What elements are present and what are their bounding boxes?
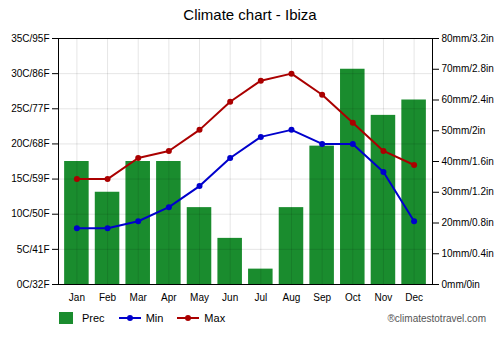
html-text:Min: Min — [145, 312, 164, 324]
svg-text:May: May — [190, 292, 209, 303]
svg-text:10C/50F: 10C/50F — [11, 208, 49, 219]
html-text:Prec: Prec — [82, 312, 105, 324]
svg-text:20C/68F: 20C/68F — [11, 138, 49, 149]
svg-text:5C/41F: 5C/41F — [17, 244, 50, 255]
svg-text:15C/59F: 15C/59F — [11, 173, 49, 184]
svg-text:60mm/2.4in: 60mm/2.4in — [442, 94, 494, 105]
svg-text:Nov: Nov — [375, 292, 393, 303]
html-text:®climatestotravel.com: ®climatestotravel.com — [387, 312, 486, 324]
svg-text:Apr: Apr — [161, 292, 177, 303]
svg-text:0C/32F: 0C/32F — [17, 279, 50, 290]
svg-text:Feb: Feb — [99, 292, 117, 303]
svg-text:35C/95F: 35C/95F — [11, 33, 49, 44]
svg-text:0mm/0in: 0mm/0in — [442, 279, 480, 290]
svg-text:70mm/2.8in: 70mm/2.8in — [442, 63, 494, 74]
svg-text:Sep: Sep — [313, 292, 331, 303]
html-text:Max: Max — [204, 312, 226, 324]
svg-text:30mm/1.2in: 30mm/1.2in — [442, 186, 494, 197]
svg-text:30C/86F: 30C/86F — [11, 68, 49, 79]
svg-text:20mm/0.8in: 20mm/0.8in — [442, 217, 494, 228]
svg-text:80mm/3.2in: 80mm/3.2in — [442, 33, 494, 44]
svg-text:Jun: Jun — [222, 292, 238, 303]
svg-text:Jul: Jul — [254, 292, 267, 303]
svg-text:Oct: Oct — [345, 292, 361, 303]
svg-text:25C/77F: 25C/77F — [11, 103, 49, 114]
html-text:Climate chart - Ibiza: Climate chart - Ibiza — [183, 6, 317, 23]
svg-text:Mar: Mar — [130, 292, 148, 303]
svg-text:50mm/2in: 50mm/2in — [442, 125, 486, 136]
svg-text:Jan: Jan — [69, 292, 85, 303]
svg-text:10mm/0.4in: 10mm/0.4in — [442, 248, 494, 259]
svg-text:Dec: Dec — [405, 292, 423, 303]
svg-text:Aug: Aug — [283, 292, 301, 303]
svg-text:40mm/1.6in: 40mm/1.6in — [442, 156, 494, 167]
